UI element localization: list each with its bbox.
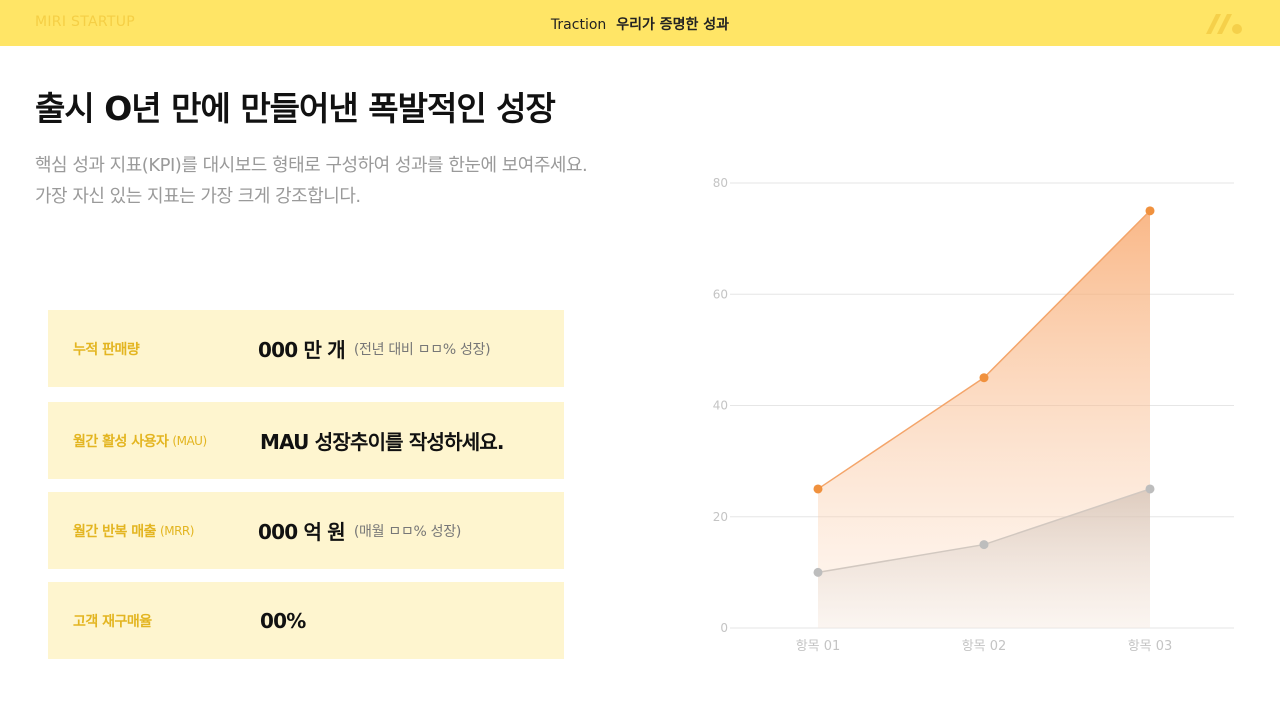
page-description: 핵심 성과 지표(KPI)를 대시보드 형태로 구성하여 성과를 한눈에 보여주… <box>35 150 695 212</box>
data-point <box>813 567 823 577</box>
chart-points <box>813 206 1155 577</box>
section-title-en: Traction <box>550 17 607 33</box>
kpi-value-text: 000 억 원 <box>258 520 346 544</box>
kpi-value: MAU 성장추이를 작성하세요. <box>260 402 505 479</box>
kpi-value-text: 000 만 개 <box>258 338 346 362</box>
kpi-value: 000 만 개 (전년 대비 ㅁㅁ% 성장) <box>258 310 491 387</box>
y-tick-label: 40 <box>713 399 728 413</box>
data-point <box>1145 484 1155 494</box>
kpi-label: 누적 판매량 <box>73 310 140 387</box>
kpi-label-sub: (MRR) <box>160 523 194 538</box>
description-line: 가장 자신 있는 지표는 가장 크게 강조합니다. <box>35 186 361 207</box>
series-area <box>818 488 1150 628</box>
kpi-label: 월간 활성 사용자 (MAU) <box>73 402 207 479</box>
page-title: 출시 O년 만에 만들어낸 폭발적인 성장 <box>35 89 556 128</box>
kpi-card-repurchase-rate: 고객 재구매율 00% <box>48 582 564 659</box>
top-bar: MIRI STARTUP Traction 우리가 증명한 성과 <box>0 0 1280 46</box>
x-tick-label: 항목 01 <box>796 639 841 654</box>
kpi-label-text: 월간 활성 사용자 <box>73 433 169 450</box>
kpi-label-text: 월간 반복 매출 <box>73 523 157 540</box>
kpi-card-mau: 월간 활성 사용자 (MAU) MAU 성장추이를 작성하세요. <box>48 402 564 479</box>
kpi-value-text: 00% <box>260 608 306 633</box>
kpi-note: (매월 ㅁㅁ% 성장) <box>353 523 461 540</box>
data-point <box>979 540 989 550</box>
brand-name: MIRI STARTUP <box>35 14 135 30</box>
kpi-label-text: 고객 재구매율 <box>73 613 152 630</box>
kpi-label: 월간 반복 매출 (MRR) <box>73 492 194 569</box>
description-line: 핵심 성과 지표(KPI)를 대시보드 형태로 구성하여 성과를 한눈에 보여주… <box>35 155 588 176</box>
traction-area-chart: 0 20 40 60 80 항목 01 항목 02 항목 03 <box>713 176 1234 654</box>
data-point <box>1145 206 1155 216</box>
kpi-value: 00% <box>260 582 306 659</box>
y-tick-label: 80 <box>713 176 728 190</box>
data-point <box>979 373 989 383</box>
kpi-card-cumulative-sales: 누적 판매량 000 만 개 (전년 대비 ㅁㅁ% 성장) <box>48 310 564 387</box>
section-title: Traction 우리가 증명한 성과 <box>0 14 1280 34</box>
y-tick-label: 20 <box>713 510 728 524</box>
kpi-label-sub: (MAU) <box>172 433 207 448</box>
chart-areas <box>818 210 1150 628</box>
y-tick-label: 60 <box>713 287 728 301</box>
kpi-card-mrr: 월간 반복 매출 (MRR) 000 억 원 (매월 ㅁㅁ% 성장) <box>48 492 564 569</box>
x-tick-label: 항목 03 <box>1128 639 1173 654</box>
kpi-note: (전년 대비 ㅁㅁ% 성장) <box>353 341 491 358</box>
x-tick-label: 항목 02 <box>962 639 1007 654</box>
section-title-ko: 우리가 증명한 성과 <box>616 17 730 33</box>
m-logo-icon <box>1206 14 1242 34</box>
kpi-value-text: MAU 성장추이를 작성하세요. <box>260 430 505 454</box>
chart-labels: 0 20 40 60 80 항목 01 항목 02 항목 03 <box>713 176 1173 654</box>
kpi-value: 000 억 원 (매월 ㅁㅁ% 성장) <box>258 492 461 569</box>
kpi-label-text: 누적 판매량 <box>73 341 140 358</box>
kpi-label: 고객 재구매율 <box>73 582 152 659</box>
y-tick-label: 0 <box>720 621 728 635</box>
data-point <box>813 484 823 494</box>
